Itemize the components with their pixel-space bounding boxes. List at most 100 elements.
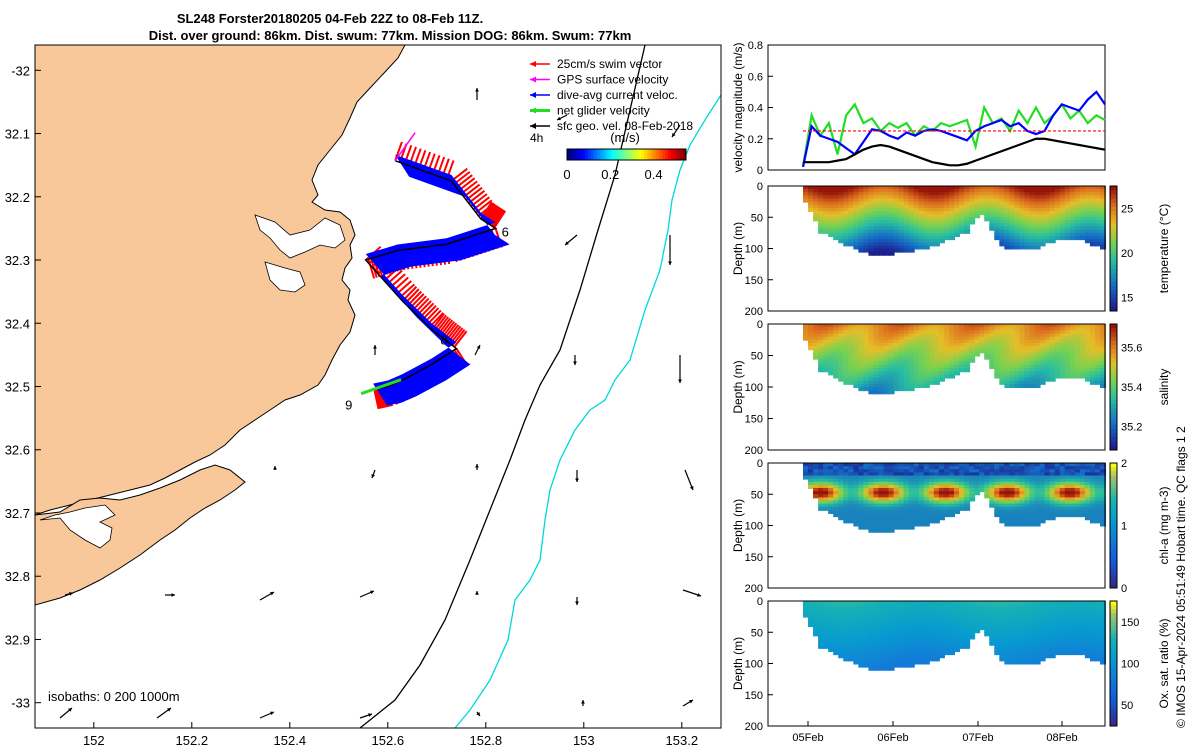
temperature-colorbar-cell xyxy=(1110,290,1117,295)
oxygen-panel: 050100150200Depth (m)15010050 Ox. sat. ra… xyxy=(731,596,1171,733)
oxygen-colorbar-cell xyxy=(1110,664,1117,669)
oxygen-colorbar-cell xyxy=(1110,647,1117,652)
salinity-colorbar-cell xyxy=(1110,437,1117,442)
salinity-colorbar-cell xyxy=(1110,429,1117,434)
temperature-colorbar-cell xyxy=(1110,194,1117,199)
temperature-colorbar-cell xyxy=(1110,274,1117,279)
oxygen-ytick-label: 200 xyxy=(745,721,763,733)
temperature-colorbar-cell xyxy=(1110,299,1117,304)
colorbar-cell xyxy=(609,149,612,160)
colorbar-cell xyxy=(638,149,641,160)
colorbar-cell xyxy=(656,149,659,160)
temperature-colorbar-cell xyxy=(1110,215,1117,220)
legend-label: dive-avg current veloc. xyxy=(557,88,678,102)
map-ytick-label: 32.9 xyxy=(5,632,30,647)
salinity-colorbar-cell xyxy=(1110,374,1117,379)
oxygen-colorbar-cell xyxy=(1110,697,1117,702)
temperature-colorbar-tick: 25 xyxy=(1121,203,1133,215)
salinity-colorbar-cell xyxy=(1110,337,1117,342)
map-ytick-label: 32.3 xyxy=(5,253,30,268)
map-ytick-label: 32.8 xyxy=(5,569,30,584)
salinity-colorbar-cell xyxy=(1110,358,1117,363)
colorbar-cell xyxy=(662,149,665,160)
colorbar-unit: (m/s) xyxy=(610,130,640,145)
colorbar-cell xyxy=(570,149,573,160)
chl-a-colorbar-tick: 0 xyxy=(1121,583,1127,595)
oxygen-colorbar-cell xyxy=(1110,609,1117,614)
map-ytick-label: -32 xyxy=(11,63,30,78)
colorbar-cell xyxy=(603,149,606,160)
oxygen-colorbar-cell xyxy=(1110,605,1117,610)
time-xtick-label: 07Feb xyxy=(962,732,993,744)
oxygen-colorbar-cell xyxy=(1110,630,1117,635)
temperature-colorbar-cell xyxy=(1110,249,1117,254)
oxygen-cell xyxy=(964,645,970,649)
colorbar-cell xyxy=(677,149,680,160)
velocity-panel: 00.20.40.60.8velocity magnitude (m/s) xyxy=(731,40,1105,177)
map-ytick-label: -33 xyxy=(11,696,30,711)
colorbar-cell xyxy=(573,149,576,160)
map-ytick-label: 32.6 xyxy=(5,443,30,458)
salinity-colorbar-cell xyxy=(1110,387,1117,392)
chl-a-colorbar-cell xyxy=(1110,580,1117,585)
oxygen-colorbar-cell xyxy=(1110,714,1117,719)
salinity-colorbar-cell xyxy=(1110,353,1117,358)
salinity-colorbar-tick: 35.2 xyxy=(1121,421,1142,433)
colorbar-cell xyxy=(644,149,647,160)
temperature-colorbar-cell xyxy=(1110,232,1117,237)
temperature-colorbar-cell xyxy=(1110,224,1117,229)
oxygen-colorbar-cell xyxy=(1110,684,1117,689)
salinity-ylabel: Depth (m) xyxy=(731,360,745,413)
temperature-colorbar-cell xyxy=(1110,269,1117,274)
colorbar-cell xyxy=(582,149,585,160)
temperature-colorbar-cell xyxy=(1110,265,1117,270)
chl-a-colorbar-cell xyxy=(1110,571,1117,576)
temperature-colorbar-cell xyxy=(1110,219,1117,224)
chl-a-colorbar-cell xyxy=(1110,505,1117,510)
salinity-colorbar-label: salinity xyxy=(1157,369,1171,406)
chl-a-colorbar-cell xyxy=(1110,551,1117,556)
title-line2: Dist. over ground: 86km. Dist. swum: 77k… xyxy=(149,28,632,43)
oxygen-colorbar-cell xyxy=(1110,689,1117,694)
salinity-colorbar-cell xyxy=(1110,433,1117,438)
salinity-colorbar-cell xyxy=(1110,349,1117,354)
velocity-ytick-label: 0.4 xyxy=(748,103,763,115)
temperature-colorbar-cell xyxy=(1110,286,1117,291)
salinity-colorbar-cell xyxy=(1110,391,1117,396)
map-xtick-label: 152.4 xyxy=(274,733,307,748)
salinity-colorbar-cell xyxy=(1110,400,1117,405)
colorbar-tick-label: 0.4 xyxy=(645,167,663,182)
velocity-ytick-label: 0.2 xyxy=(748,134,763,146)
salinity-colorbar-cell xyxy=(1110,366,1117,371)
oxygen-ytick-label: 150 xyxy=(745,690,763,702)
salinity-ytick-label: 100 xyxy=(745,382,763,394)
temperature-colorbar-tick: 20 xyxy=(1121,248,1133,260)
figure: SL248 Forster20180205 04-Feb 22Z to 08-F… xyxy=(0,0,1200,750)
temperature-colorbar-tick: 15 xyxy=(1121,293,1133,305)
colorbar-cell xyxy=(680,149,683,160)
temperature-colorbar-cell xyxy=(1110,253,1117,258)
salinity-colorbar-cell xyxy=(1110,442,1117,447)
oxygen-colorbar-cell xyxy=(1110,718,1117,723)
velocity-ytick-label: 0.6 xyxy=(748,71,763,83)
oxygen-ytick-label: 0 xyxy=(757,596,763,608)
chl-a-colorbar-cell xyxy=(1110,513,1117,518)
salinity-colorbar-cell xyxy=(1110,425,1117,430)
salinity-ytick-label: 0 xyxy=(757,319,763,331)
salinity-cell xyxy=(969,359,975,363)
salinity-colorbar-cell xyxy=(1110,379,1117,384)
temperature-colorbar-label: temperature (°C) xyxy=(1157,204,1171,294)
chl-a-colorbar-cell xyxy=(1110,563,1117,568)
colorbar-cell xyxy=(585,149,588,160)
chl-a-colorbar-cell xyxy=(1110,492,1117,497)
track-label: 9 xyxy=(345,398,352,413)
chl-a-colorbar-cell xyxy=(1110,463,1117,468)
salinity-colorbar-cell xyxy=(1110,370,1117,375)
map-xtick-label: 152.8 xyxy=(470,733,503,748)
colorbar-cell xyxy=(668,149,671,160)
salinity-colorbar-cell xyxy=(1110,404,1117,409)
velocity-ytick-label: 0.8 xyxy=(748,40,763,52)
temperature-colorbar-cell xyxy=(1110,244,1117,249)
right-panels: 00.20.40.60.8velocity magnitude (m/s)050… xyxy=(731,40,1171,744)
oxygen-colorbar-label: Ox. sat. ratio (%) xyxy=(1157,618,1171,708)
